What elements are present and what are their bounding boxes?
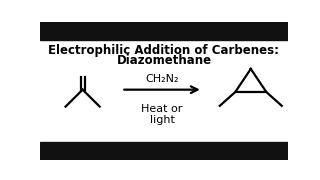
Bar	[40, 142, 288, 160]
Text: Heat or
light: Heat or light	[141, 103, 183, 125]
Text: CH₂N₂: CH₂N₂	[145, 74, 179, 84]
Text: Diazomethane: Diazomethane	[116, 54, 212, 67]
Text: Electrophilic Addition of Carbenes:: Electrophilic Addition of Carbenes:	[49, 44, 279, 57]
Bar	[40, 22, 288, 40]
